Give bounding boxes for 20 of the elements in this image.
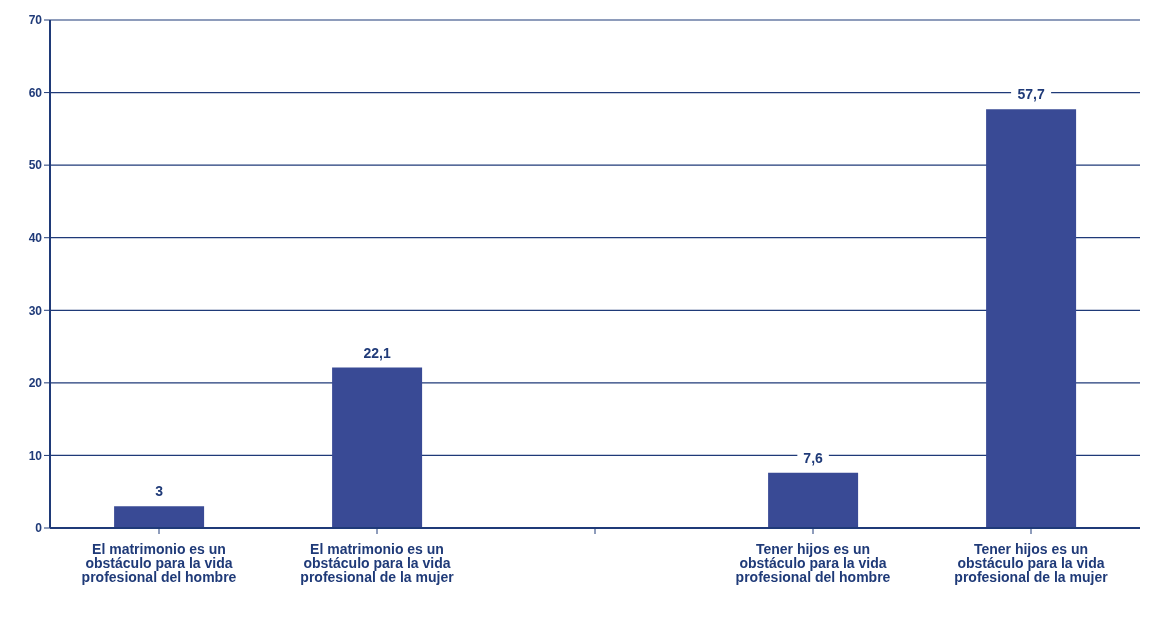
y-tick-label: 60 [28,85,43,100]
bar [114,506,205,528]
x-tick-label: El matrimonio es un obstáculo para la vida profesional del hombre [81,540,237,585]
data-label: 57,7 [1017,86,1045,103]
x-tick-label: El matrimonio es un obstáculo para la vida profesional de la mujer [300,540,455,585]
bar [768,472,859,528]
data-label: 7,6 [803,449,824,466]
y-tick-label: 20 [28,376,43,391]
bar [986,109,1077,528]
y-tick-label: 70 [28,13,43,28]
bar [332,367,423,528]
data-label: 22,1 [363,344,391,361]
x-tick-label: Tener hijos es un obstáculo para la vida profesional del hombre [735,540,891,585]
y-tick-label: 50 [28,158,43,173]
y-tick-label: 10 [28,448,43,463]
y-tick-label: 0 [35,521,43,536]
y-tick-label: 30 [28,303,43,318]
x-tick-label: Tener hijos es un obstáculo para la vida profesional de la mujer [954,540,1109,585]
data-label: 3 [155,483,164,500]
y-tick-label: 40 [28,230,43,245]
